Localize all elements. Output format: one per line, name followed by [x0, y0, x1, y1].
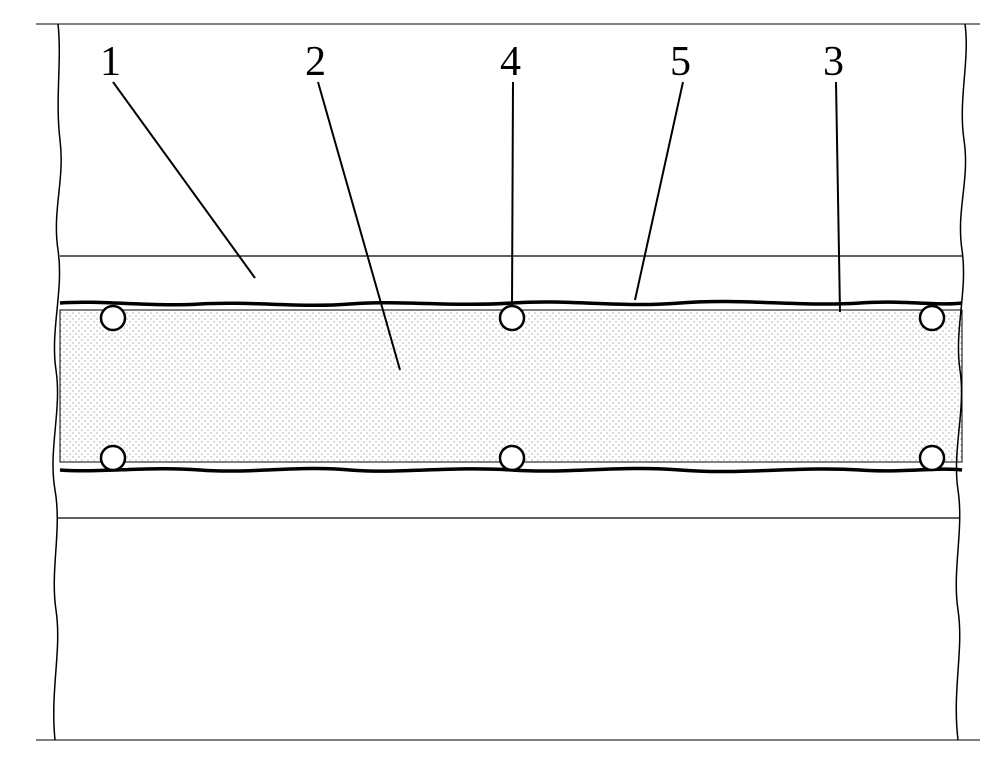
leader-line-4	[512, 82, 513, 307]
tube-top-3	[920, 306, 944, 330]
diagram-svg	[0, 0, 1000, 764]
dotted-fill-layer	[60, 310, 962, 462]
label-1: 1	[100, 38, 121, 86]
technical-diagram: 1 2 4 5 3	[0, 0, 1000, 764]
leader-line-3	[836, 82, 840, 312]
label-5: 5	[670, 38, 691, 86]
leader-line-5	[635, 82, 683, 300]
tube-top-1	[101, 306, 125, 330]
label-2: 2	[305, 38, 326, 86]
label-3: 3	[823, 38, 844, 86]
tube-top-2	[500, 306, 524, 330]
sheet-top	[60, 301, 962, 305]
tube-bottom-3	[920, 446, 944, 470]
tube-bottom-1	[101, 446, 125, 470]
tube-bottom-2	[500, 446, 524, 470]
label-4: 4	[500, 38, 521, 86]
leader-line-1	[113, 82, 255, 278]
